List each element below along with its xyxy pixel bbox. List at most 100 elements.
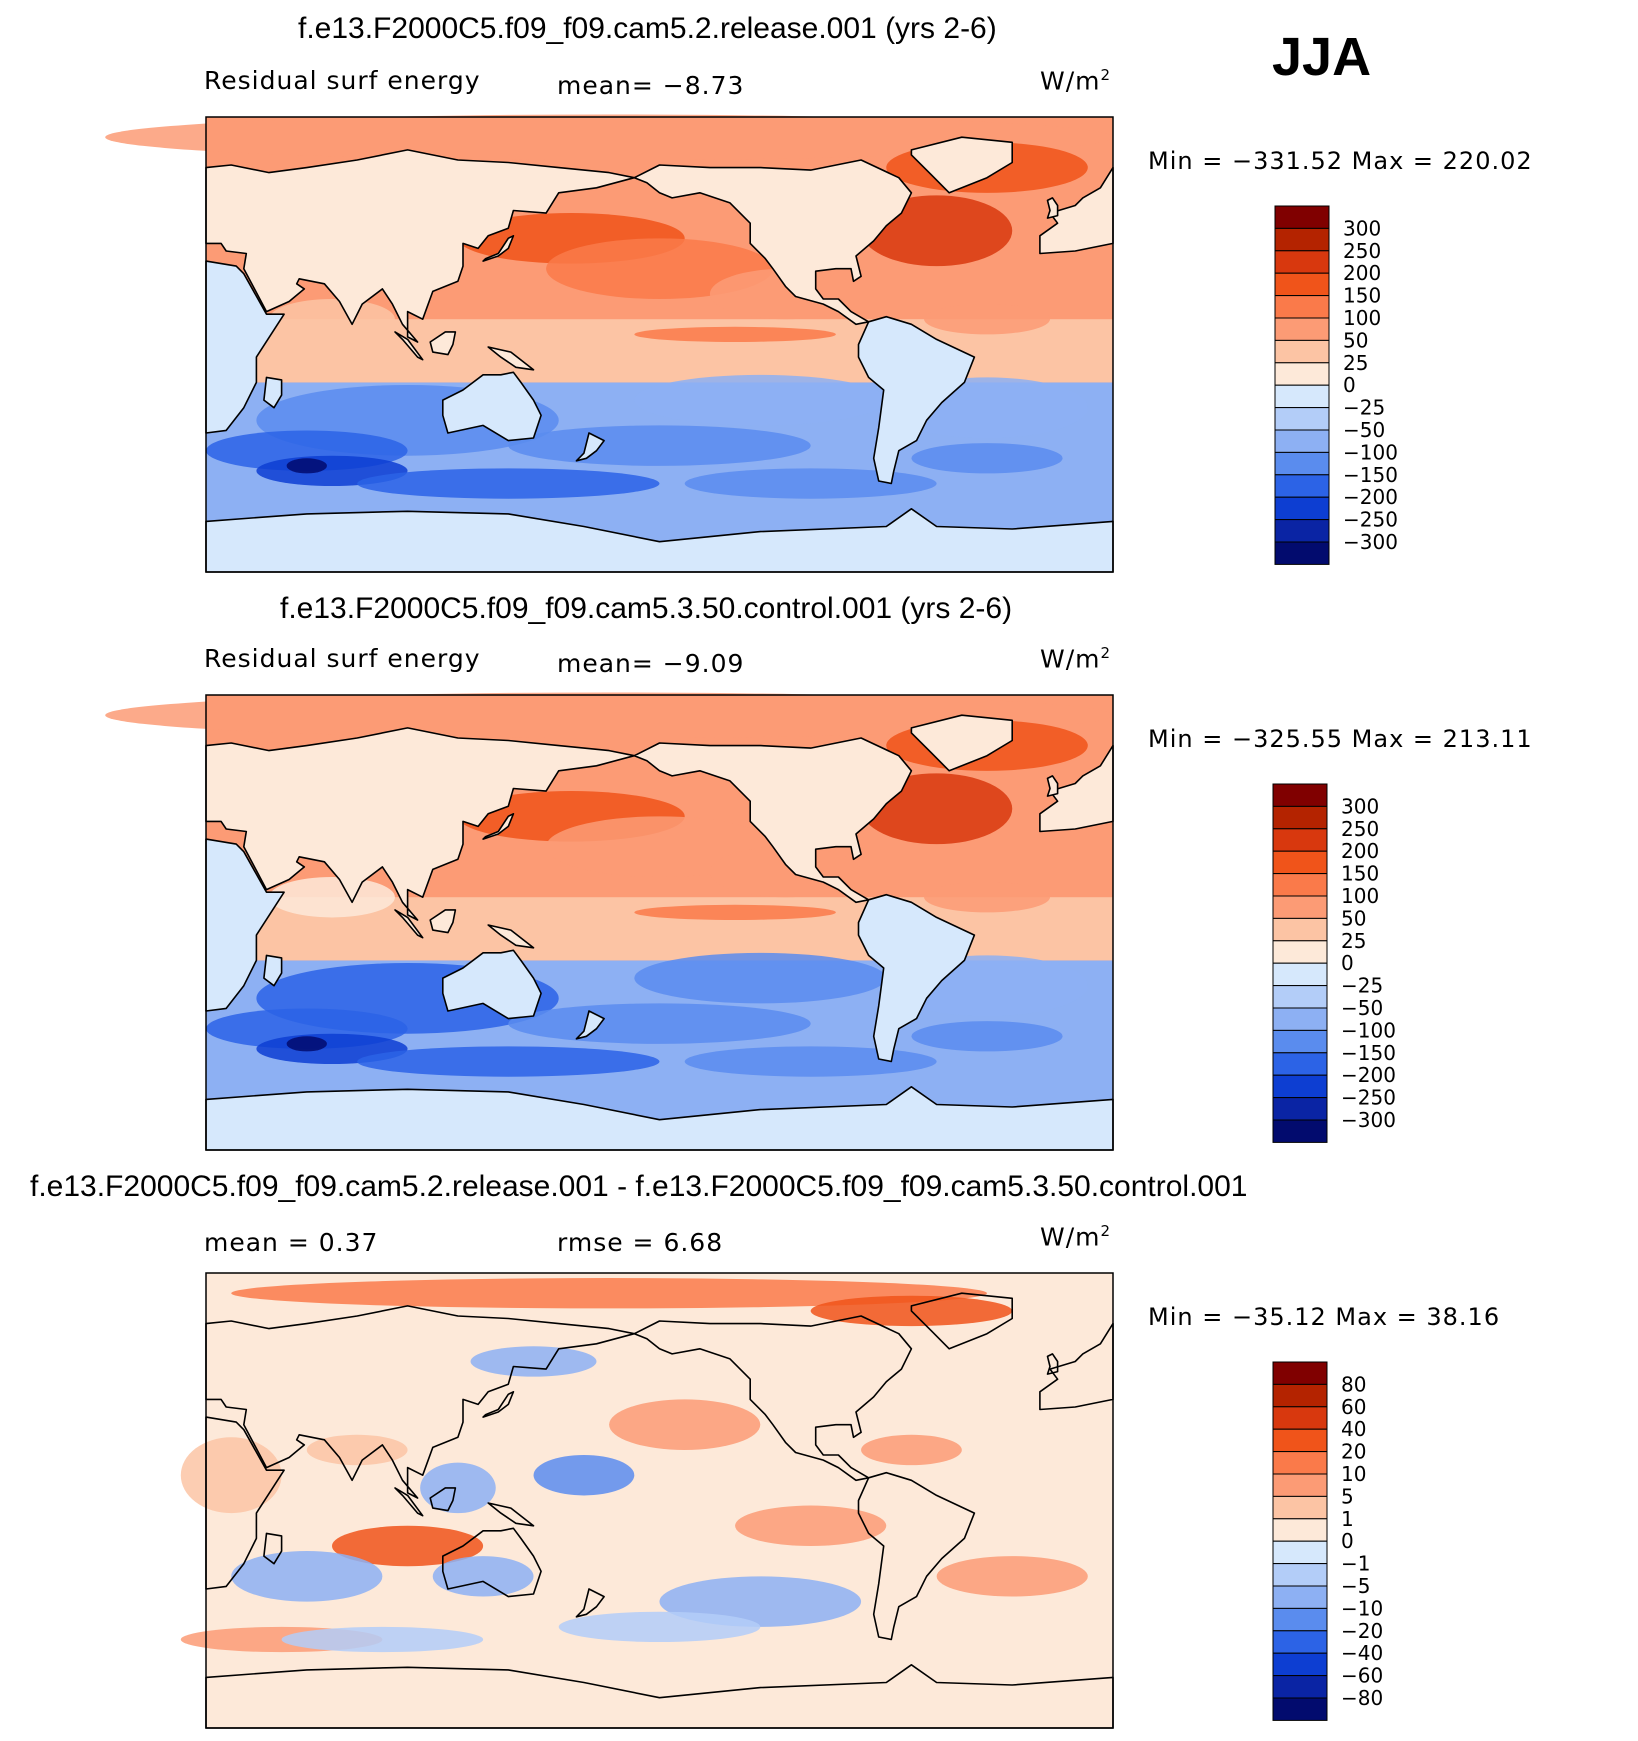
coastline-nz bbox=[575, 1010, 605, 1040]
panel-3-units: W/m2 bbox=[1040, 1222, 1111, 1251]
field-region bbox=[546, 238, 773, 299]
panel-2-map bbox=[105, 692, 1114, 1151]
field-region bbox=[911, 1021, 1063, 1052]
panel-3-units-text: W/m bbox=[1040, 1222, 1101, 1252]
colorbar-tick-label: −200 bbox=[1341, 1063, 1396, 1087]
colorbar-tick-label: −250 bbox=[1341, 1086, 1396, 1110]
colorbar-tick-label: 10 bbox=[1341, 1462, 1366, 1486]
colorbar-swatch-0 bbox=[1272, 783, 1328, 807]
field-region bbox=[306, 1434, 408, 1466]
field-region bbox=[281, 1626, 484, 1653]
colorbar-swatch-11 bbox=[1272, 1607, 1328, 1632]
colorbar-swatch-7 bbox=[1272, 1518, 1328, 1542]
coastline-australia bbox=[442, 949, 542, 1020]
coastline-sumatra bbox=[394, 909, 424, 939]
panel-1-title: f.e13.F2000C5.f09_f09.cam5.2.release.001… bbox=[298, 12, 997, 45]
colorbar-tick-label: −5 bbox=[1341, 1574, 1370, 1598]
field-region bbox=[180, 1437, 282, 1514]
panel-1-minmax: Min = −331.52 Max = 220.02 bbox=[1148, 147, 1533, 175]
coastline-borneo bbox=[429, 1487, 457, 1512]
colorbar-tick-label: −50 bbox=[1343, 418, 1385, 442]
field-region bbox=[558, 1611, 761, 1643]
panel-3-mean: mean = 0.37 bbox=[204, 1228, 379, 1257]
colorbar-tick-label: 150 bbox=[1341, 862, 1379, 886]
coastline-australia bbox=[442, 371, 542, 442]
field-region bbox=[546, 816, 773, 877]
panel-2-colorbar: 30025020015010050250−25−50−100−150−200−2… bbox=[1272, 783, 1396, 1143]
field-region bbox=[357, 468, 660, 499]
colorbar-tick-label: 1 bbox=[1341, 1507, 1354, 1531]
colorbar-swatch-12 bbox=[1274, 474, 1330, 498]
colorbar-tick-label: −25 bbox=[1341, 974, 1383, 998]
colorbar-swatch-6 bbox=[1272, 1495, 1328, 1520]
colorbar-swatch-14 bbox=[1274, 519, 1330, 543]
colorbar-tick-label: 80 bbox=[1341, 1372, 1366, 1396]
panel-1-variable-label: Residual surf energy bbox=[204, 66, 481, 95]
field-region bbox=[634, 904, 836, 920]
colorbar-tick-label: 0 bbox=[1341, 1529, 1354, 1553]
colorbar-tick-label: 250 bbox=[1341, 817, 1379, 841]
colorbar-swatch-4 bbox=[1272, 873, 1328, 897]
field-region bbox=[420, 1462, 496, 1514]
field-region bbox=[331, 1525, 484, 1567]
colorbar-swatch-10 bbox=[1272, 1585, 1328, 1609]
colorbar-tick-label: 5 bbox=[1341, 1484, 1354, 1508]
colorbar-swatch-5 bbox=[1272, 1473, 1328, 1497]
colorbar-tick-label: 100 bbox=[1341, 884, 1379, 908]
colorbar-swatch-14 bbox=[1272, 1097, 1328, 1121]
coastline-japan bbox=[482, 1391, 515, 1418]
panel-2-units-text: W/m bbox=[1040, 644, 1101, 674]
colorbar-swatch-15 bbox=[1272, 1119, 1328, 1143]
colorbar-swatch-4 bbox=[1272, 1451, 1328, 1475]
field-region bbox=[105, 692, 1113, 738]
colorbar-swatch-13 bbox=[1272, 1074, 1328, 1099]
colorbar-swatch-12 bbox=[1272, 1630, 1328, 1654]
field-region bbox=[861, 1434, 962, 1466]
colorbar-swatch-9 bbox=[1274, 407, 1330, 431]
coastline-africa bbox=[205, 1416, 285, 1590]
coastline-africa bbox=[205, 260, 285, 434]
colorbar-swatch-3 bbox=[1274, 272, 1330, 297]
colorbar-swatch-7 bbox=[1272, 940, 1328, 964]
coastline-madagascar bbox=[263, 1532, 283, 1565]
field-region bbox=[470, 1346, 597, 1377]
field-region bbox=[286, 1036, 327, 1052]
colorbar-tick-label: 60 bbox=[1341, 1395, 1366, 1419]
colorbar-swatch-5 bbox=[1274, 317, 1330, 341]
coastline-northAmerica bbox=[633, 159, 913, 326]
colorbar-tick-label: −150 bbox=[1341, 1041, 1396, 1065]
colorbar-tick-label: −100 bbox=[1343, 440, 1398, 464]
colorbar-tick-label: −200 bbox=[1343, 485, 1398, 509]
coastline-japan bbox=[482, 235, 515, 262]
coastline-greenland bbox=[910, 136, 1013, 194]
panel-3-rmse: rmse = 6.68 bbox=[557, 1228, 724, 1257]
panel-3-title: f.e13.F2000C5.f09_f09.cam5.2.release.001… bbox=[30, 1170, 1248, 1203]
coastline-newGuinea bbox=[487, 1502, 535, 1527]
colorbar-tick-label: −60 bbox=[1341, 1664, 1383, 1688]
colorbar-swatch-8 bbox=[1272, 1540, 1328, 1565]
field-region bbox=[936, 1556, 1088, 1597]
colorbar-swatch-8 bbox=[1274, 384, 1330, 409]
coastline-australia bbox=[442, 1527, 542, 1598]
colorbar-swatch-2 bbox=[1274, 250, 1330, 274]
season-label: JJA bbox=[1272, 27, 1372, 87]
colorbar-swatch-15 bbox=[1274, 541, 1330, 565]
field-region bbox=[709, 846, 862, 898]
colorbar-swatch-13 bbox=[1272, 1652, 1328, 1677]
colorbar-swatch-6 bbox=[1272, 917, 1328, 942]
coastline-newGuinea bbox=[487, 924, 535, 949]
colorbar-tick-label: −300 bbox=[1343, 530, 1398, 554]
panel-2-units: W/m2 bbox=[1040, 644, 1111, 673]
panel-1-units-text: W/m bbox=[1040, 66, 1101, 96]
coastline-southAmerica bbox=[857, 893, 976, 1063]
colorbar-tick-label: −50 bbox=[1341, 996, 1383, 1020]
colorbar-swatch-10 bbox=[1272, 1007, 1328, 1031]
field-region bbox=[634, 374, 887, 426]
coastline-madagascar bbox=[263, 376, 283, 409]
colorbar-swatch-11 bbox=[1274, 451, 1330, 476]
coastline-japan bbox=[482, 813, 515, 840]
field-region bbox=[231, 1551, 383, 1602]
colorbar-swatch-2 bbox=[1272, 1406, 1328, 1430]
coastline-greenland bbox=[910, 714, 1013, 772]
coastline-uk bbox=[1046, 197, 1059, 219]
